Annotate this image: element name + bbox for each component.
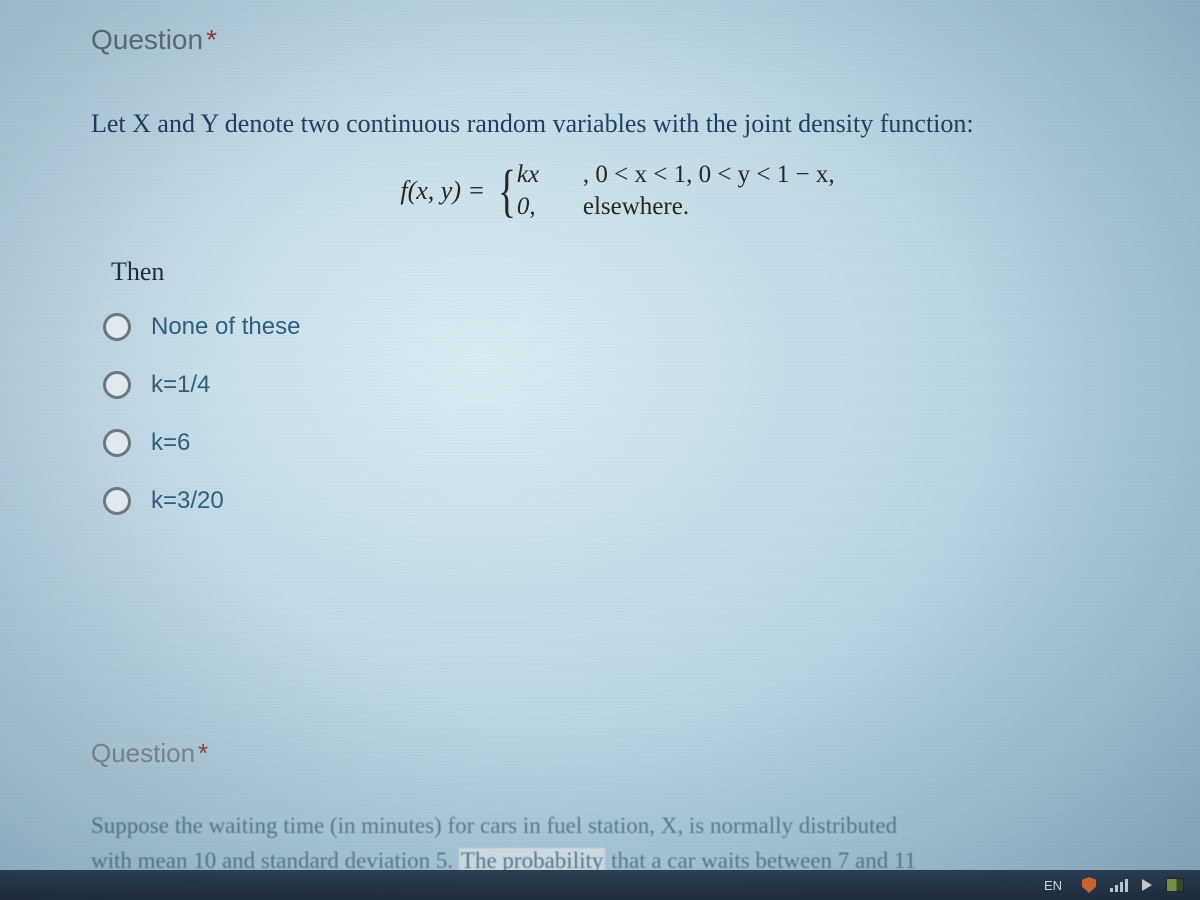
nq-line2-a: with mean 10 and standard deviation 5. [91,848,459,873]
taskbar: EN [0,870,1200,900]
question-card: Question* Let X and Y denote two continu… [55,0,1180,555]
then-label: Then [111,257,1144,287]
case1-cond: , 0 < x < 1, 0 < y < 1 − x, [583,161,835,189]
option-k-6[interactable]: k=6 [103,429,1144,457]
option-k-1-4[interactable]: k=1/4 [103,371,1144,399]
question-header-text: Question [91,24,203,55]
options-group: None of these k=1/4 k=6 k=3/20 [103,313,1144,515]
sound-icon[interactable] [1142,879,1152,891]
case2-expr: 0, [517,193,565,221]
next-question-header: Question* [91,738,1144,769]
required-asterisk: * [206,24,217,55]
next-question-header-text: Question [91,738,195,768]
nq-line1: Suppose the waiting time (in minutes) fo… [91,813,897,838]
question-header: Question* [91,24,1144,56]
radio-icon[interactable] [103,371,131,399]
shield-icon[interactable] [1082,877,1096,893]
option-label: k=3/20 [151,487,224,515]
radio-icon[interactable] [103,487,131,515]
formula-lhs: f(x, y) = [400,176,485,206]
case1-expr: kx [517,161,565,189]
network-icon[interactable] [1110,878,1128,892]
radio-icon[interactable] [103,429,131,457]
formula: f(x, y) = { kx , 0 < x < 1, 0 < y < 1 − … [91,161,1144,221]
option-label: None of these [151,313,300,341]
option-label: k=6 [151,429,190,457]
radio-icon[interactable] [103,313,131,341]
nq-highlight: The probability [459,848,605,873]
question-prompt: Let X and Y denote two continuous random… [91,104,1144,143]
next-question-text: Suppose the waiting time (in minutes) fo… [91,809,1144,878]
option-label: k=1/4 [151,371,210,399]
nq-line2-b: that a car waits between 7 and 11 [605,848,916,873]
battery-icon[interactable] [1166,878,1184,892]
next-question-card: Question* Suppose the waiting time (in m… [55,718,1180,878]
case2-cond: elsewhere. [583,193,689,221]
brace-icon: { [498,166,516,215]
option-none[interactable]: None of these [103,313,1144,341]
required-asterisk: * [198,738,208,768]
tray-language[interactable]: EN [1038,876,1068,895]
option-k-3-20[interactable]: k=3/20 [103,487,1144,515]
